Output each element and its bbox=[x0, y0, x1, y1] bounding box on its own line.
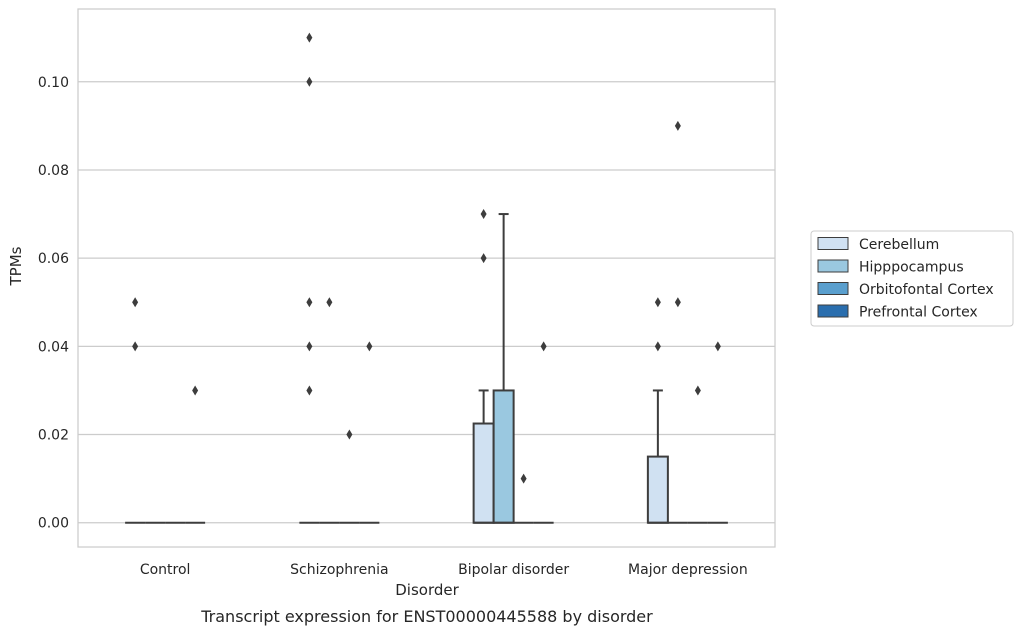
box-hipppocampus bbox=[492, 213, 515, 524]
x-tick-labels: Control Schizophrenia Bipolar disorder Majo… bbox=[140, 562, 748, 578]
legend-swatch bbox=[817, 237, 849, 250]
outlier-point bbox=[306, 297, 313, 308]
y-tick-label: 0.02 bbox=[38, 428, 69, 444]
outlier-point bbox=[326, 297, 333, 308]
box-hipppocampus bbox=[319, 297, 340, 524]
box-cerebellum bbox=[472, 209, 495, 524]
outlier-point bbox=[132, 341, 139, 352]
box-cerebellum bbox=[125, 297, 146, 524]
box-prefrontal-cortex bbox=[185, 385, 206, 524]
outlier-point bbox=[306, 385, 313, 396]
y-tick-label: 0.00 bbox=[38, 516, 69, 532]
box-rect bbox=[472, 422, 495, 524]
legend-label: Prefrontal Cortex bbox=[859, 305, 978, 321]
outlier-point bbox=[366, 341, 373, 352]
outlier-point bbox=[306, 341, 313, 352]
y-tick-label: 0.04 bbox=[38, 339, 69, 355]
box-rect bbox=[646, 455, 669, 524]
legend-swatch bbox=[817, 259, 849, 273]
outlier-point bbox=[540, 341, 547, 352]
legend-swatch bbox=[817, 282, 849, 295]
outlier-point bbox=[480, 253, 487, 264]
outlier-point bbox=[132, 297, 139, 308]
y-tick-label: 0.06 bbox=[38, 251, 69, 267]
box-series bbox=[125, 32, 728, 524]
box-cerebellum bbox=[646, 297, 669, 524]
outlier-point bbox=[306, 76, 313, 87]
box-hipppocampus bbox=[667, 120, 688, 524]
x-tick-label: Bipolar disorder bbox=[458, 562, 569, 578]
outlier-point bbox=[346, 429, 353, 440]
y-tick-labels: 0.00 0.02 0.04 0.06 0.08 0.10 bbox=[38, 75, 69, 532]
outlier-point bbox=[306, 32, 313, 43]
box-orbitofontal-cortex bbox=[687, 385, 708, 524]
box-cerebellum bbox=[299, 32, 320, 524]
outlier-point bbox=[674, 297, 681, 308]
legend-label: Cerebellum bbox=[859, 237, 939, 253]
outlier-point bbox=[192, 385, 199, 396]
outlier-point bbox=[520, 473, 527, 484]
box-orbitofontal-cortex bbox=[513, 473, 534, 524]
legend-frame bbox=[810, 230, 1014, 327]
legend-label: Hipppocampus bbox=[859, 260, 964, 276]
x-tick-label: Control bbox=[140, 562, 191, 578]
x-tick-label: Major depression bbox=[628, 562, 748, 578]
legend-label: Orbitofontal Cortex bbox=[859, 282, 994, 298]
plot-frame bbox=[77, 8, 776, 548]
legend-item: Cerebellum bbox=[817, 237, 939, 253]
legend-item: Orbitofontal Cortex bbox=[817, 282, 994, 298]
box-prefrontal-cortex bbox=[359, 341, 380, 524]
box-prefrontal-cortex bbox=[707, 341, 728, 524]
x-tick-label: Schizophrenia bbox=[290, 562, 388, 578]
outlier-point bbox=[654, 297, 661, 308]
outlier-point bbox=[674, 120, 681, 131]
outlier-point bbox=[654, 341, 661, 352]
legend-swatch bbox=[817, 304, 849, 318]
outlier-point bbox=[694, 385, 701, 396]
y-tick-label: 0.08 bbox=[38, 163, 69, 179]
legend-item: Hipppocampus bbox=[817, 259, 964, 276]
y-tick-label: 0.10 bbox=[38, 75, 69, 91]
outlier-point bbox=[480, 209, 487, 220]
legend: Cerebellum Hipppocampus Orbitofontal Corte… bbox=[810, 230, 1014, 327]
chart-caption: Transcript expression for ENST0000044558… bbox=[200, 607, 653, 626]
outlier-point bbox=[714, 341, 721, 352]
y-axis-label: TPMs bbox=[7, 246, 25, 286]
box-rect bbox=[492, 389, 515, 524]
x-axis-label: Disorder bbox=[395, 581, 459, 599]
box-orbitofontal-cortex bbox=[339, 429, 360, 524]
box-prefrontal-cortex bbox=[533, 341, 554, 524]
grid-lines bbox=[78, 81, 775, 524]
legend-item: Prefrontal Cortex bbox=[817, 304, 978, 321]
